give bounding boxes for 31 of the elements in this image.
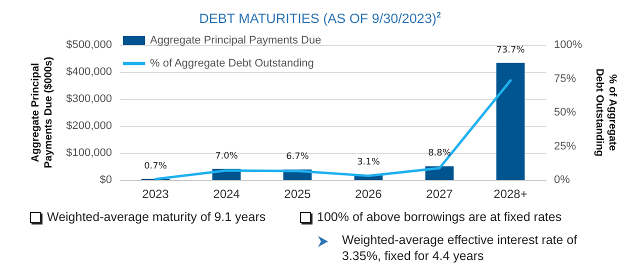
y-tick-label: $300,000 xyxy=(66,93,112,105)
x-tick-label: 2027 xyxy=(426,187,454,201)
legend-label: Aggregate Principal Payments Due xyxy=(150,34,322,46)
y-tick-label: $0 xyxy=(100,174,112,186)
legend-label: % of Aggregate Debt Outstanding xyxy=(150,58,314,70)
text: 100% of above borrowings are at fixed rates xyxy=(316,210,562,224)
y2-tick-label: 25% xyxy=(554,140,576,152)
y-axis-title: Aggregate Principal Payments Due ($000s) xyxy=(30,56,55,168)
y-tick-label: $400,000 xyxy=(66,66,112,78)
y2-tick-label: 75% xyxy=(554,72,576,85)
text: Weighted-average maturity of 9.1 years xyxy=(46,210,266,224)
y-tick-label: $100,000 xyxy=(66,147,112,159)
y-tick-label: $500,000 xyxy=(66,39,112,51)
data-label: 8.8% xyxy=(428,148,452,159)
x-tick-label: 2025 xyxy=(284,187,312,201)
bar xyxy=(496,62,525,180)
x-tick-label: 2023 xyxy=(142,187,170,201)
x-tick-label: 2024 xyxy=(213,187,240,201)
data-label: 0.7% xyxy=(144,161,168,172)
x-tick-label: 2028+ xyxy=(494,187,528,201)
data-label: 3.1% xyxy=(357,157,380,168)
y2-axis-title: % of Aggregate Debt Outstanding xyxy=(594,68,619,157)
y2-tick-label: 100% xyxy=(554,39,582,51)
y-tick-label: $200,000 xyxy=(66,120,112,132)
text: Weighted-average effective interest rate of 3.35%, fixed for 4.4 years xyxy=(342,232,578,264)
data-label: 73.7% xyxy=(496,45,526,56)
data-label: 6.7% xyxy=(286,152,310,162)
y2-tick-label: 0% xyxy=(554,174,570,186)
x-tick-label: 2026 xyxy=(355,187,382,201)
y2-tick-label: 50% xyxy=(554,106,576,118)
data-label: 7.0% xyxy=(215,151,238,162)
